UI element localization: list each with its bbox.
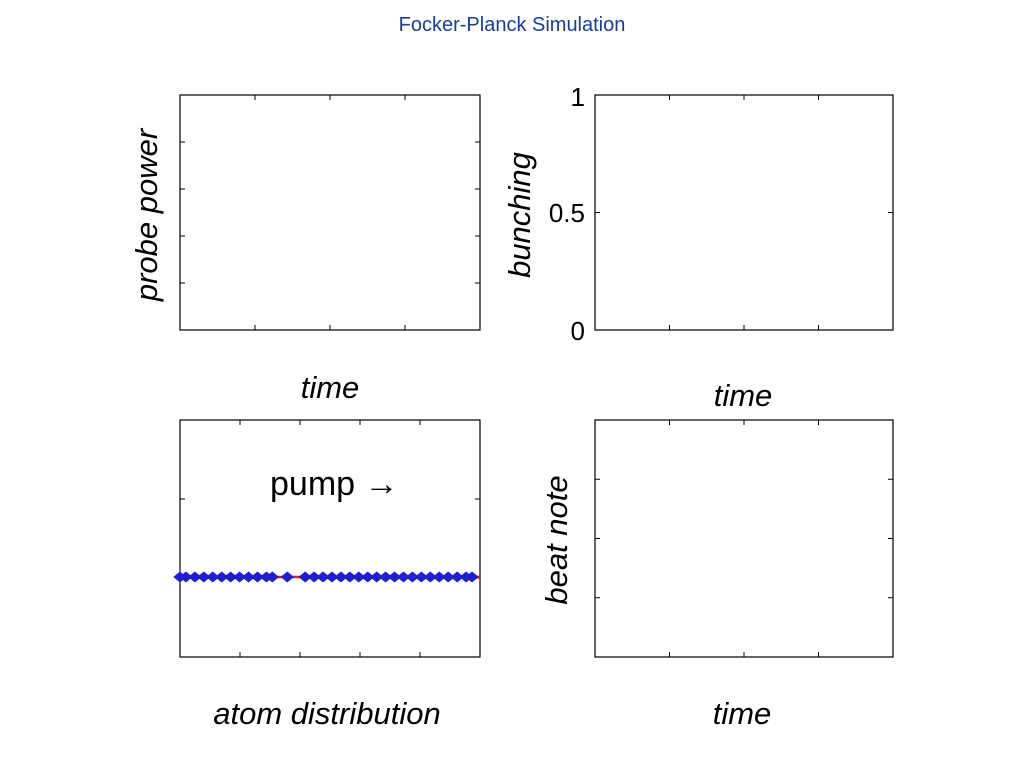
y-axis-label-beat-note: beat note	[539, 475, 574, 604]
plot-frame-bunching	[594, 94, 894, 331]
atom-marker	[465, 571, 479, 583]
y-tick-label-0: 0	[571, 316, 585, 346]
chart-atom-distribution: pump → atom distribution	[173, 419, 481, 731]
y-tick-label-1: 1	[571, 82, 585, 112]
x-axis-label-beat-note: time	[713, 696, 772, 731]
ticks-beat-note	[595, 420, 893, 657]
page-title: Focker-Planck Simulation	[398, 14, 626, 36]
x-axis-label-atom-distribution: atom distribution	[213, 696, 440, 731]
chart-probe-power: time probe power	[129, 94, 481, 405]
pump-annotation: pump →	[270, 465, 399, 503]
atom-markers	[173, 571, 479, 583]
plot-frame-atom-distribution	[179, 419, 481, 658]
atom-marker	[280, 571, 294, 583]
ticks-bunching	[595, 95, 893, 330]
y-tick-label-0.5: 0.5	[549, 198, 585, 228]
plot-frame-beat-note	[594, 419, 894, 658]
atom-marker	[265, 571, 280, 583]
chart-bunching: 1 0.5 0 time bunching	[502, 82, 894, 413]
y-axis-label-bunching: bunching	[502, 152, 537, 278]
ticks-atom-distribution	[180, 420, 480, 657]
ticks-probe-power	[180, 95, 480, 330]
x-axis-label-probe-power: time	[301, 370, 360, 405]
y-axis-label-probe-power: probe power	[129, 127, 164, 302]
plot-frame-probe-power	[179, 94, 481, 331]
x-axis-label-bunching: time	[714, 378, 773, 413]
chart-beat-note: time beat note	[539, 419, 894, 731]
